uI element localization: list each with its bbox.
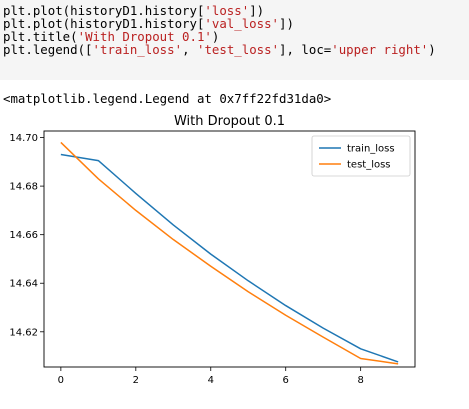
code-line: plt.plot(historyD1.history['val_loss']) [3,17,469,30]
code-line: plt.legend(['train_loss', 'test_loss'], … [3,43,469,56]
code-string: 'upper right' [331,42,429,57]
series-line-test-loss [60,141,399,365]
plot-frame [43,130,416,368]
code-text: ) [428,42,436,57]
x-tick-label: 4 [208,375,214,386]
x-tick-label: 0 [58,375,64,386]
x-tick-label: 8 [357,375,363,386]
chart-title: With Dropout 0.1 [174,114,285,129]
code-string: 'train_loss' [92,42,183,57]
cell-output-text: <matplotlib.legend.Legend at 0x7ff22fd31… [3,91,332,106]
chart-output: With Dropout 0.1 0 2 4 6 8 14.62 14.64 14.66 14.6… [0,108,469,405]
code-string: 'With Dropout 0.1' [77,29,212,44]
code-text: ]) [249,3,265,18]
x-tick-label: 2 [133,375,139,386]
legend-box [311,135,411,177]
code-text: plt.legend([ [3,42,93,57]
code-text: , [182,42,197,57]
line-chart: With Dropout 0.1 0 2 4 6 8 14.62 14.64 14.66 14.6… [9,114,416,386]
legend-label: train_loss [347,144,395,155]
y-tick-label: 14.70 [9,133,38,144]
code-text: ]) [279,16,294,31]
code-string: 'val_loss' [204,16,280,31]
code-cell[interactable]: plt.plot(historyD1.history['loss']) plt.… [0,0,469,80]
code-text: plt.plot(historyD1.history[ [3,3,205,18]
code-line: plt.title('With Dropout 0.1') [3,30,469,43]
code-string: 'loss' [204,3,250,18]
x-tick-label: 6 [283,375,289,386]
legend-label: test_loss [347,160,391,171]
code-line: plt.plot(historyD1.history['loss']) [3,4,469,17]
y-tick-label: 14.64 [9,279,38,290]
code-text: plt.plot(historyD1.history[ [3,16,205,31]
code-text: ], loc= [279,42,332,57]
code-text: ) [211,29,220,44]
y-tick-label: 14.66 [9,230,38,241]
code-text: plt.title( [3,29,78,44]
code-string: 'test_loss' [196,42,280,57]
series-line-train-loss [60,153,399,363]
y-tick-label: 14.62 [9,327,38,338]
y-tick-label: 14.68 [9,182,38,193]
